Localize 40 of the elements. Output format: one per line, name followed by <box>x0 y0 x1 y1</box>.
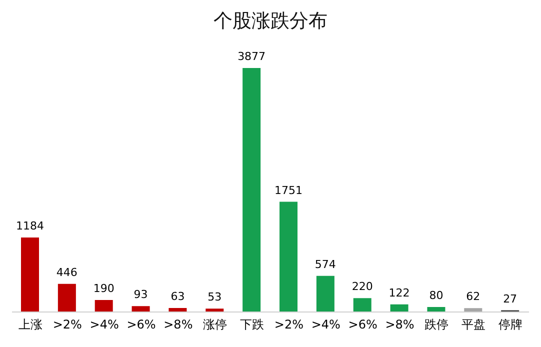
bar <box>21 237 39 312</box>
x-tick-label: 涨停 <box>203 318 228 332</box>
data-label: 1751 <box>274 184 302 197</box>
bar <box>94 300 113 312</box>
bar <box>242 68 261 312</box>
data-label: 574 <box>314 258 336 271</box>
x-tick-label: 跌停 <box>424 318 449 332</box>
data-label: 446 <box>56 266 78 279</box>
data-label: 122 <box>388 286 410 300</box>
data-label: 1184 <box>16 219 44 232</box>
bar <box>280 202 298 312</box>
x-tick-label: >4% <box>311 318 340 332</box>
bar <box>58 284 76 312</box>
x-tick-label: >8% <box>164 318 193 332</box>
bar <box>132 306 150 312</box>
x-tick-label: >4% <box>90 318 119 332</box>
x-tick-label: 平盘 <box>462 318 486 332</box>
x-tick-label: >6% <box>348 318 378 332</box>
x-tick-label: 停牌 <box>498 318 523 332</box>
x-tick-label: >8% <box>385 318 414 332</box>
data-label: 80 <box>429 288 444 302</box>
x-tick-label: >2% <box>274 318 304 332</box>
data-label: 63 <box>170 290 185 304</box>
data-label: 3877 <box>238 50 266 63</box>
chart-title: 个股涨跌分布 <box>212 9 328 34</box>
bar <box>464 308 482 312</box>
bar <box>390 304 408 312</box>
data-label: 220 <box>352 280 373 294</box>
bar <box>206 308 224 312</box>
x-tick-label: >2% <box>52 318 82 332</box>
data-label: 190 <box>93 282 114 296</box>
x-tick-label: >6% <box>126 318 156 332</box>
x-tick-label: 上涨 <box>18 318 42 332</box>
data-label: 93 <box>134 288 148 302</box>
data-label: 53 <box>208 290 222 304</box>
data-label: 27 <box>503 292 518 306</box>
x-tick-label: 下跌 <box>240 318 264 332</box>
bar <box>316 276 334 312</box>
data-label: 62 <box>466 290 480 304</box>
bar <box>353 298 372 312</box>
